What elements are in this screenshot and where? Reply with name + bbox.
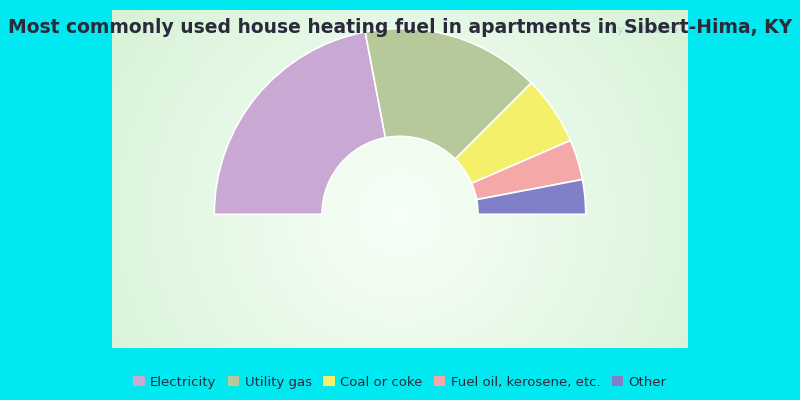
Wedge shape [366,28,531,159]
Circle shape [270,85,530,344]
Circle shape [298,112,502,316]
Circle shape [121,0,679,400]
Circle shape [393,208,407,221]
Circle shape [80,0,720,400]
Circle shape [366,180,434,248]
Circle shape [189,3,611,400]
Circle shape [338,153,462,276]
Circle shape [250,64,550,364]
Circle shape [284,98,516,330]
Circle shape [46,0,754,400]
Circle shape [32,0,768,400]
Circle shape [26,0,774,400]
Circle shape [12,0,788,400]
Circle shape [305,119,495,310]
Wedge shape [471,140,582,200]
Circle shape [86,0,714,400]
Circle shape [386,201,414,228]
Circle shape [5,0,795,400]
Circle shape [311,126,489,303]
Circle shape [39,0,761,400]
Circle shape [155,0,645,400]
Circle shape [169,0,631,400]
Circle shape [142,0,658,400]
Circle shape [148,0,652,400]
Circle shape [175,0,625,400]
Circle shape [18,0,782,400]
Circle shape [66,0,734,400]
Circle shape [53,0,747,400]
Circle shape [373,187,427,242]
Circle shape [134,0,666,400]
Circle shape [196,10,604,400]
Circle shape [237,51,563,378]
Circle shape [216,30,584,398]
Circle shape [210,24,590,400]
Circle shape [202,17,598,400]
Circle shape [94,0,706,400]
Circle shape [352,167,448,262]
Circle shape [223,37,577,391]
Circle shape [114,0,686,400]
Circle shape [264,78,536,350]
Text: Most commonly used house heating fuel in apartments in Sibert-Hima, KY: Most commonly used house heating fuel in… [8,18,792,37]
Circle shape [243,58,557,371]
Circle shape [162,0,638,400]
Wedge shape [477,180,586,214]
Circle shape [346,160,454,269]
Wedge shape [214,32,386,214]
Text: City-Data.com: City-Data.com [604,25,678,35]
Circle shape [291,105,509,323]
Circle shape [73,0,727,400]
Circle shape [107,0,693,400]
Circle shape [318,132,482,296]
Circle shape [325,139,475,289]
Circle shape [359,174,441,255]
Circle shape [182,0,618,400]
Circle shape [100,0,700,400]
Circle shape [257,71,543,357]
Circle shape [128,0,672,400]
Circle shape [230,44,570,384]
Wedge shape [455,83,570,183]
Circle shape [278,92,522,337]
Circle shape [332,146,468,282]
Circle shape [59,0,741,400]
Legend: Electricity, Utility gas, Coal or coke, Fuel oil, kerosene, etc., Other: Electricity, Utility gas, Coal or coke, … [130,373,670,392]
Circle shape [379,194,421,235]
